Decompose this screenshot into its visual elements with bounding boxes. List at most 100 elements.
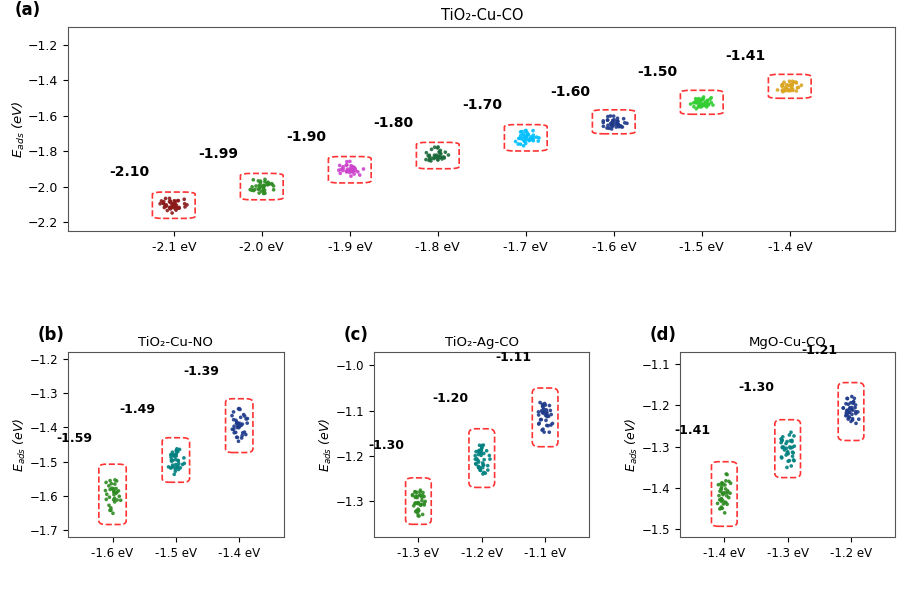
Point — [102, 481, 116, 491]
Point — [535, 424, 550, 434]
Point — [610, 113, 624, 123]
Point — [412, 506, 426, 515]
Point — [600, 115, 614, 125]
Point — [254, 176, 268, 186]
Point — [785, 76, 800, 86]
Text: -1.80: -1.80 — [374, 116, 414, 130]
Point — [534, 415, 548, 424]
Point — [699, 99, 714, 109]
Point — [846, 397, 861, 407]
Point — [111, 486, 125, 496]
Point — [686, 98, 701, 107]
Point — [344, 161, 358, 171]
Point — [782, 456, 796, 466]
Point — [109, 484, 124, 493]
Point — [689, 99, 704, 108]
Point — [782, 86, 796, 96]
Point — [409, 506, 424, 516]
Point — [514, 134, 529, 144]
Point — [473, 465, 487, 475]
Point — [156, 199, 171, 208]
Point — [611, 119, 625, 129]
Point — [231, 420, 245, 430]
Point — [423, 155, 437, 164]
Point — [604, 118, 619, 128]
Point — [719, 469, 734, 479]
Point — [716, 488, 731, 498]
Point — [722, 493, 736, 503]
Point — [848, 407, 863, 417]
Point — [109, 488, 124, 498]
Point — [473, 445, 487, 455]
Point — [265, 180, 279, 189]
Point — [256, 189, 271, 198]
Point — [427, 143, 442, 152]
Point — [607, 115, 622, 125]
Point — [168, 460, 183, 469]
Point — [536, 408, 551, 418]
Point — [411, 498, 425, 507]
Point — [469, 454, 484, 463]
Point — [415, 491, 430, 500]
Point — [522, 136, 536, 145]
Point — [165, 202, 180, 212]
Point — [848, 403, 863, 413]
Point — [695, 94, 710, 104]
Point — [845, 414, 860, 423]
Point — [843, 404, 857, 414]
Title: MgO-Cu-CO: MgO-Cu-CO — [749, 336, 826, 349]
Point — [246, 186, 261, 195]
Point — [596, 118, 611, 127]
Point — [103, 485, 117, 494]
Point — [700, 96, 714, 105]
Point — [542, 427, 556, 437]
Point — [432, 147, 446, 157]
Text: -1.50: -1.50 — [638, 65, 678, 79]
Point — [713, 504, 727, 513]
Point — [171, 196, 185, 205]
Point — [421, 151, 435, 161]
Point — [433, 152, 447, 162]
Point — [694, 96, 708, 106]
Point — [611, 120, 625, 130]
Point — [847, 393, 862, 403]
Text: (d): (d) — [650, 327, 676, 344]
Point — [718, 484, 733, 494]
Point — [258, 174, 273, 184]
Text: -1.39: -1.39 — [184, 365, 219, 378]
Point — [170, 196, 185, 205]
Point — [235, 428, 250, 438]
Point — [770, 85, 784, 95]
Point — [537, 427, 552, 437]
Point — [780, 85, 794, 95]
Point — [694, 101, 708, 110]
Point — [596, 122, 611, 131]
Point — [784, 427, 798, 437]
Text: -1.41: -1.41 — [725, 49, 766, 63]
Point — [110, 496, 125, 505]
Point — [261, 179, 275, 188]
Point — [229, 418, 244, 428]
Point — [693, 100, 707, 109]
Point — [415, 488, 430, 497]
Point — [266, 185, 281, 195]
Point — [694, 102, 708, 112]
Point — [514, 140, 528, 149]
Point — [415, 510, 430, 519]
Point — [792, 82, 806, 92]
Point — [164, 204, 178, 214]
Point — [691, 98, 705, 107]
Point — [474, 451, 488, 460]
Point — [419, 155, 434, 164]
Point — [600, 115, 614, 125]
Point — [408, 487, 423, 497]
Point — [474, 446, 488, 456]
Point — [518, 133, 533, 143]
Point — [153, 199, 167, 208]
Point — [789, 86, 804, 96]
Point — [784, 436, 799, 445]
Point — [114, 496, 128, 505]
Point — [790, 83, 804, 93]
Point — [347, 163, 362, 173]
Point — [779, 80, 794, 90]
